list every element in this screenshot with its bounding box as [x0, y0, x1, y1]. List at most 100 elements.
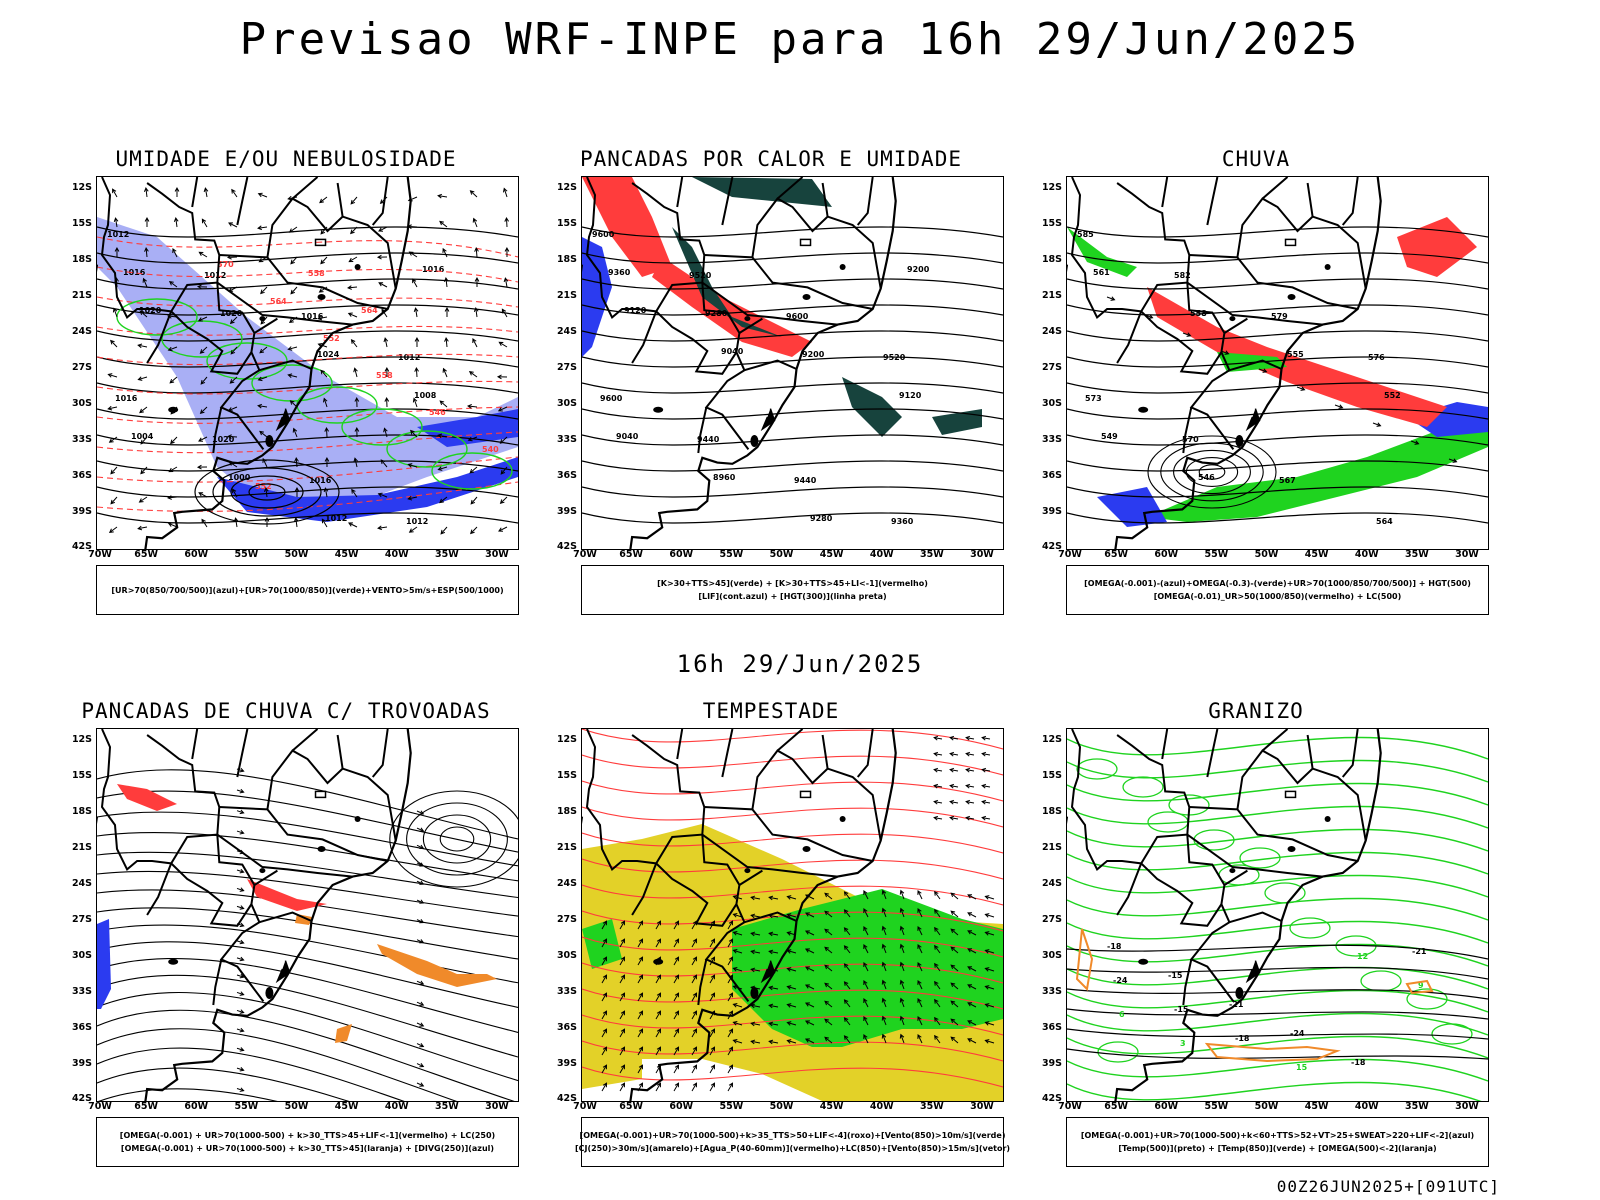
wind-vector	[950, 1000, 959, 1008]
wind-vector	[199, 346, 208, 354]
wind-vector	[167, 522, 178, 528]
thickness-contour	[97, 481, 518, 512]
height-contour	[97, 486, 518, 498]
lon-tick-label: 55W	[719, 1101, 744, 1112]
wind-vector	[673, 974, 680, 984]
wind-vector	[917, 961, 923, 972]
wind-vector	[637, 920, 644, 930]
flow-arrow	[1448, 458, 1458, 463]
inland-lake	[802, 294, 811, 300]
temp500-contour	[1067, 1048, 1488, 1060]
wind-vector	[732, 931, 743, 936]
wind-vector	[863, 980, 869, 990]
contour-label: -15	[1168, 971, 1183, 980]
wind-vector	[137, 525, 148, 531]
lat-tick-label: 39S	[1041, 506, 1062, 517]
rain-green	[1147, 417, 1488, 522]
lat-tick-label: 42S	[1041, 541, 1062, 552]
lat-tick-label: 27S	[1041, 362, 1062, 373]
country-border	[291, 177, 319, 200]
wind-vector	[499, 496, 508, 505]
legend-line: [K>30+TTS>45](verde) + [K>30+TTS>45+LI<-…	[657, 579, 928, 588]
flow-arrow	[236, 887, 245, 892]
lon-axis: 70W 65W 60W 55W 50W 45W 40W 35W 30W	[1058, 549, 1487, 563]
wind-vector	[934, 998, 941, 1008]
wind-vector	[933, 767, 943, 773]
lagoon	[750, 987, 759, 999]
wind-vector	[804, 912, 815, 918]
country-border	[236, 729, 249, 778]
wind-vector	[655, 938, 662, 948]
wind-vector	[655, 992, 662, 1002]
flow-arrow	[416, 1042, 425, 1048]
wind-vector	[139, 406, 148, 414]
streamline-red	[582, 1040, 1003, 1062]
lat-tick-label: 36S	[71, 1022, 92, 1033]
wind-vector	[504, 246, 510, 258]
inland-lake	[799, 790, 812, 799]
lon-tick-label: 60W	[184, 549, 209, 560]
wind-vector	[637, 1028, 644, 1038]
lat-tick-label: 18S	[556, 254, 577, 265]
wind-vector	[196, 284, 208, 290]
country-border	[170, 282, 256, 375]
wind-vector	[107, 373, 118, 378]
contour-label: 573	[1085, 394, 1102, 403]
country-border	[1189, 806, 1358, 862]
height-contour	[1067, 382, 1488, 394]
wind-vector	[498, 341, 508, 348]
contour-label: 1020	[212, 435, 235, 444]
contour-label: 585	[1077, 230, 1094, 239]
wind-vector	[170, 436, 178, 445]
wind-vector	[934, 962, 941, 972]
contour-label: 579	[1271, 312, 1288, 321]
country-border	[259, 911, 312, 924]
wind-vector	[257, 403, 268, 409]
country-border	[1116, 863, 1143, 916]
flow-arrow	[416, 827, 425, 832]
wind-vector	[263, 487, 269, 498]
lat-tick-label: 39S	[1041, 1058, 1062, 1069]
wind-vector	[673, 938, 680, 948]
legend-box: [UR>70(850/700/500)](azul)+[UR>70(1000/8…	[96, 565, 519, 615]
wind-vector	[934, 908, 941, 918]
temp850-contour	[1097, 1041, 1139, 1063]
wind-vector	[786, 913, 797, 918]
lon-tick-label: 30W	[485, 1101, 509, 1112]
lat-tick-label: 21S	[556, 290, 577, 301]
wind-vector	[409, 429, 418, 438]
height-contour	[582, 460, 1003, 472]
temp500-contour	[1067, 1008, 1488, 1020]
country-border	[676, 729, 684, 760]
country-border	[1116, 311, 1143, 364]
wind-vector	[899, 907, 905, 918]
wind-vector	[917, 1015, 923, 1026]
wind-vector	[655, 920, 662, 930]
wind-vector	[377, 525, 388, 531]
lagoon	[1235, 435, 1244, 447]
panel-pancadas-trovoadas: PANCADAS DE CHUVA C/ TROVOADAS 12S 15S 18S…	[66, 699, 519, 1179]
contour-label: 9600	[786, 312, 809, 321]
wind-vector	[169, 376, 178, 384]
lon-tick-label: 55W	[1204, 1101, 1229, 1112]
wind-vector	[408, 526, 418, 533]
wind-vector	[965, 751, 975, 757]
wind-vector	[467, 404, 478, 409]
flow-arrow	[416, 899, 425, 904]
country-border	[253, 317, 278, 334]
panel-tempestade: TEMPESTADE 12S 15S 18S 21S 24S 27S 30S 33S 36S 39…	[551, 699, 1010, 1179]
lagoon	[275, 408, 291, 432]
wind-vector	[949, 767, 959, 773]
lat-tick-label: 27S	[556, 362, 577, 373]
wind-vector	[863, 908, 869, 918]
contour-label: 9120	[899, 391, 922, 400]
flow-arrow	[416, 1063, 425, 1068]
thickness-label: 546	[429, 408, 446, 417]
wind-vector	[444, 337, 449, 348]
wind-vector	[750, 967, 761, 973]
streamline	[97, 991, 518, 1082]
lon-axis: 70W 65W 60W 55W 50W 45W 40W 35W 30W	[88, 549, 517, 563]
flow-arrow	[1372, 422, 1382, 427]
wind-vector	[691, 1046, 698, 1056]
wind-vector	[750, 1021, 761, 1027]
